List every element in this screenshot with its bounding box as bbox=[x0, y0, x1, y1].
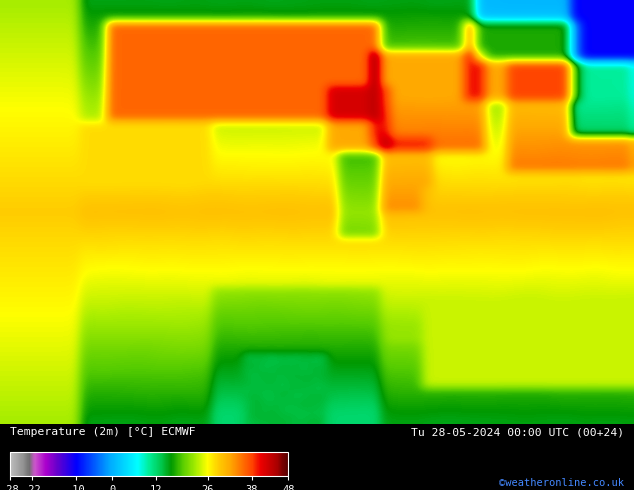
Text: Tu 28-05-2024 00:00 UTC (00+24): Tu 28-05-2024 00:00 UTC (00+24) bbox=[411, 427, 624, 437]
Text: ©weatheronline.co.uk: ©weatheronline.co.uk bbox=[500, 478, 624, 488]
Text: Temperature (2m) [°C] ECMWF: Temperature (2m) [°C] ECMWF bbox=[10, 427, 195, 437]
